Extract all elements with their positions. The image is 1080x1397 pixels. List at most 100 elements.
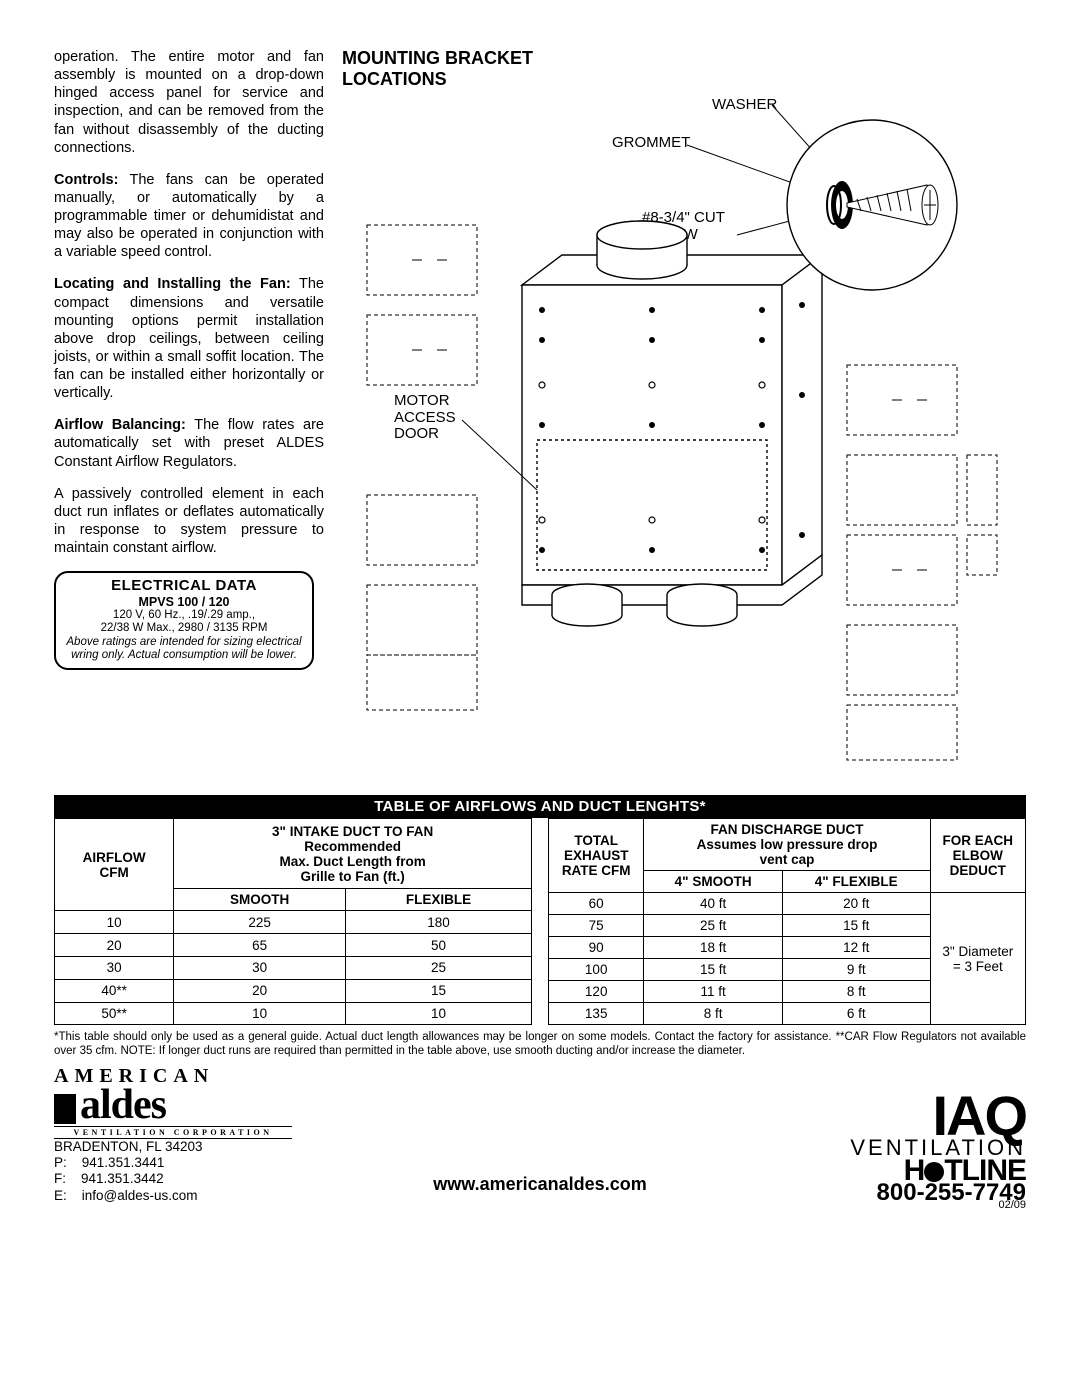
c: 15 ft [782,915,930,937]
table-title: TABLE OF AIRFLOWS AND DUCT LENGHTS* [54,795,1026,818]
c: 100 [549,959,644,981]
c: 225 [174,911,346,934]
h-disch2: Assumes low pressure drop [697,837,878,852]
c: 90 [549,937,644,959]
table-intake: AIRFLOW CFM 3" INTAKE DUCT TO FAN Recomm… [54,818,532,1025]
mount-t1: MOUNTING BRACKET [342,48,533,68]
c: 25 [345,957,531,980]
table-row: 10225180 [55,911,532,934]
logo-row: aldes [54,1088,850,1124]
right-column: MOUNTING BRACKET LOCATIONS WASHER GROMME… [342,48,1026,785]
top-grid: operation. The entire motor and fan asse… [54,48,1026,785]
electrical-body: 120 V, 60 Hz., .19/.29 amp., 22/38 W Max… [62,609,306,662]
c: 20 ft [782,893,930,915]
c: 10 [345,1002,531,1025]
elec-line3: Above ratings are intended for sizing el… [66,636,301,661]
c: 65 [174,934,346,957]
company-phone: P: 941.351.3441 [54,1155,850,1171]
para-locating: Locating and Installing the Fan: The com… [54,275,324,402]
h-disch1: FAN DISCHARGE DUCT [710,822,863,837]
para-controls: Controls: The fans can be operated manua… [54,171,324,262]
c: 10 [55,911,174,934]
locating-label: Locating and Installing the Fan: [54,276,291,292]
c: 135 [549,1003,644,1025]
c: 30 [174,957,346,980]
c: 50 [345,934,531,957]
c: 60 [549,893,644,915]
c: 50** [55,1002,174,1025]
elbow-v2: = 3 Feet [953,959,1003,974]
table-discharge: TOTAL EXHAUST RATE CFM FAN DISCHARGE DUC… [548,818,1026,1025]
c: 20 [55,934,174,957]
h-intake1: 3" INTAKE DUCT TO FAN [272,824,433,839]
logo-american: AMERICAN [54,1064,850,1088]
h-intake2: Recommended [304,839,401,854]
c: 75 [549,915,644,937]
diagram: WASHER GROMMET #8-3/4" CUT SCREW MOTOR A… [342,95,1026,785]
h-total3: RATE CFM [562,863,631,878]
diagram-svg [342,95,1022,785]
h-flex-r: 4" FLEXIBLE [782,871,930,893]
elec-line2: 22/38 W Max., 2980 / 3135 RPM [101,622,268,634]
c: 18 ft [644,937,782,959]
c: 40** [55,979,174,1002]
airflow-label: Airflow Balancing: [54,417,186,433]
h-total1: TOTAL [574,833,618,848]
c: 120 [549,981,644,1003]
table-row: 303025 [55,957,532,980]
h-smooth-l: SMOOTH [174,888,346,911]
h-airflow1: AIRFLOW [83,850,146,865]
locating-body: The compact dimensions and versatile mou… [54,276,324,401]
f-val: 941.351.3442 [81,1171,164,1186]
elbow-val: 3" Diameter = 3 Feet [930,893,1025,1025]
p-val: 941.351.3441 [82,1155,165,1170]
c: 9 ft [782,959,930,981]
c: 8 ft [644,1003,782,1025]
h-smooth-r: 4" SMOOTH [644,871,782,893]
para-passive: A passively controlled element in each d… [54,485,324,558]
logo-vc: VENTILATION CORPORATION [54,1126,292,1140]
h-intake4: Grille to Fan (ft.) [301,869,405,884]
logo-block-icon [54,1094,76,1124]
table-row: TOTAL EXHAUST RATE CFM FAN DISCHARGE DUC… [549,819,1026,871]
c: 10 [174,1002,346,1025]
table-row: 50**1010 [55,1002,532,1025]
footer-right: IAQ VENTILATION HTLINE 800-255-7749 [850,1092,1026,1204]
h-intake3: Max. Duct Length from [279,854,425,869]
mounting-title: MOUNTING BRACKET LOCATIONS [342,48,1026,89]
c: 180 [345,911,531,934]
e-val: info@aldes-us.com [82,1188,198,1203]
table-row: 6040 ft20 ft 3" Diameter = 3 Feet [549,893,1026,915]
c: 20 [174,979,346,1002]
para-airflow: Airflow Balancing: The flow rates are au… [54,416,324,470]
h-flex-l: FLEXIBLE [345,888,531,911]
mount-t2: LOCATIONS [342,69,447,89]
h-total2: EXHAUST [564,848,629,863]
h-airflow2: CFM [100,865,129,880]
c: 6 ft [782,1003,930,1025]
c: 40 ft [644,893,782,915]
elec-line1: 120 V, 60 Hz., .19/.29 amp., [113,609,255,621]
c: 15 ft [644,959,782,981]
c: 15 [345,979,531,1002]
c: 25 ft [644,915,782,937]
company-city: BRADENTON, FL 34203 [54,1139,850,1155]
e-label: E: [54,1188,67,1203]
page: operation. The entire motor and fan asse… [0,0,1080,1241]
h-elbow3: DEDUCT [950,863,1006,878]
f-label: F: [54,1171,66,1186]
table-row: AIRFLOW CFM 3" INTAKE DUCT TO FAN Recomm… [55,819,532,888]
iaq-logo: IAQ VENTILATION HTLINE 800-255-7749 [850,1092,1026,1204]
para-operation: operation. The entire motor and fan asse… [54,48,324,157]
table-row: 40**2015 [55,979,532,1002]
table-row: 206550 [55,934,532,957]
p-label: P: [54,1155,67,1170]
h-elbow2: ELBOW [953,848,1003,863]
electrical-model: MPVS 100 / 120 [62,595,306,609]
elbow-v1: 3" Diameter [942,944,1013,959]
footnote: *This table should only be used as a gen… [54,1031,1026,1057]
electrical-box: ELECTRICAL DATA MPVS 100 / 120 120 V, 60… [54,571,314,670]
aldes-logo: AMERICAN aldes VENTILATION CORPORATION [54,1064,850,1139]
iaq-text: IAQ [850,1092,1026,1140]
controls-label: Controls: [54,172,118,188]
